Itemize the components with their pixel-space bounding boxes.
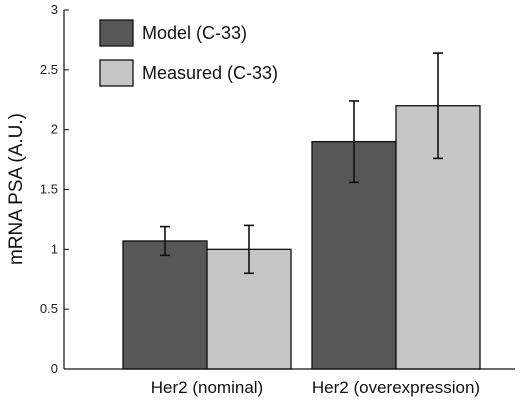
legend-label: Measured (C-33) [142,63,278,83]
x-tick-label: Her2 (overexpression) [312,378,480,397]
x-axis: Her2 (nominal) Her2 (overexpression) [64,368,515,397]
y-tick-label: 0 [51,361,58,376]
error-bar [433,52,443,160]
error-bars [160,52,443,275]
y-tick-label: 1.5 [40,182,58,197]
y-axis-title: mRNA PSA (A.U.) [6,113,27,265]
y-tick-label: 2 [51,122,58,137]
error-bar [244,224,254,275]
y-tick-label: 1 [51,241,58,256]
y-tick-label: 3 [51,2,58,17]
y-tick-label: 2.5 [40,62,58,77]
error-bar [160,225,170,257]
legend-swatch [99,59,134,87]
bar-model-nominal [122,240,208,370]
y-tick-label: 0.5 [40,301,58,316]
legend-swatch [99,19,134,47]
x-tick-label: Her2 (nominal) [151,378,263,397]
legend-item: Model (C-33) [99,19,247,47]
legend-item: Measured (C-33) [99,59,278,87]
y-axis: 0 0.5 1 1.5 2 2.5 3 [40,2,69,376]
error-bar [349,100,359,184]
legend-label: Model (C-33) [142,23,247,43]
bars [122,105,481,370]
legend: Model (C-33) Measured (C-33) [99,19,278,87]
